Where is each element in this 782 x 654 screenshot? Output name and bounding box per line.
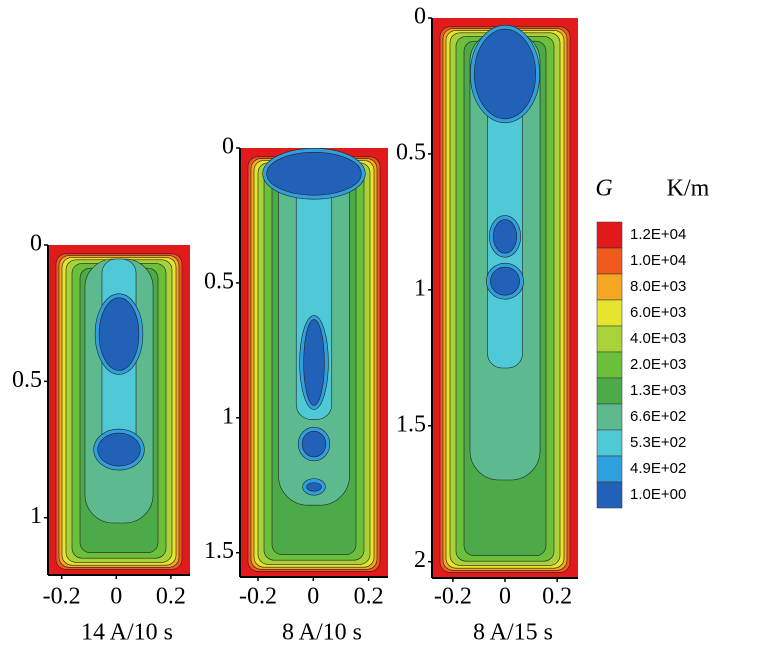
colorbar-label: 4.0E+03 — [630, 330, 686, 347]
colorbar-swatch — [596, 247, 623, 275]
colorbar-swatch — [596, 455, 623, 483]
x-tick-label: 0 — [499, 584, 511, 610]
contour-region — [490, 266, 520, 296]
x-tick-label: -0.2 — [434, 584, 472, 610]
y-tick-label: 0 — [414, 4, 426, 30]
colorbar-label: 1.2E+04 — [630, 226, 686, 243]
contour-region — [97, 432, 141, 467]
x-axis-label: 14 A/10 s — [81, 620, 173, 646]
colorbar-swatch — [596, 299, 623, 327]
y-tick-label: 0.5 — [204, 268, 234, 294]
y-tick-label: 0 — [222, 134, 234, 160]
contour-region — [303, 319, 325, 406]
x-axis-label: 8 A/15 s — [473, 620, 553, 646]
x-axis-label: 8 A/10 s — [282, 620, 362, 646]
colorbar-label: 2.0E+03 — [630, 356, 686, 373]
y-tick-label: 1 — [30, 503, 42, 529]
colorbar-label: 8.0E+03 — [630, 278, 686, 295]
colorbar-swatch — [596, 403, 623, 431]
colorbar-label: 4.9E+02 — [630, 460, 686, 477]
colorbar-swatch — [596, 351, 623, 379]
y-tick-label: 1.5 — [396, 411, 426, 437]
y-tick-label: 1 — [222, 403, 234, 429]
contour-region — [306, 482, 322, 492]
y-tick-label: 0 — [30, 231, 42, 257]
colorbar-swatch — [596, 429, 623, 457]
contour-region — [98, 297, 140, 371]
y-tick-label: 2 — [414, 547, 426, 573]
y-tick-label: 1 — [414, 275, 426, 301]
contour-region — [301, 430, 327, 458]
x-tick-label: 0 — [110, 584, 122, 610]
contour-region — [474, 28, 536, 120]
colorbar-label: 1.0E+00 — [630, 486, 686, 503]
colorbar-swatch — [596, 481, 623, 509]
colorbar-swatch — [596, 221, 623, 249]
colorbar-unit: K/m — [667, 176, 710, 202]
colorbar-swatch — [596, 273, 623, 301]
colorbar-label: 1.0E+04 — [630, 252, 686, 269]
x-tick-label: 0.2 — [542, 584, 572, 610]
x-tick-label: 0.2 — [156, 584, 186, 610]
colorbar-title: G — [595, 176, 612, 202]
x-tick-label: 0.2 — [354, 584, 384, 610]
x-tick-label: 0 — [307, 584, 319, 610]
contour-region — [493, 219, 517, 254]
y-tick-label: 0.5 — [12, 367, 42, 393]
x-tick-label: -0.2 — [239, 584, 277, 610]
colorbar-label: 5.3E+02 — [630, 434, 686, 451]
y-tick-label: 0.5 — [396, 139, 426, 165]
colorbar-label: 6.6E+02 — [630, 408, 686, 425]
colorbar-label: 1.3E+03 — [630, 382, 686, 399]
x-tick-label: -0.2 — [43, 584, 81, 610]
colorbar-swatch — [596, 377, 623, 405]
colorbar-swatch — [596, 325, 623, 353]
contour-region — [266, 151, 362, 196]
colorbar-label: 6.0E+03 — [630, 304, 686, 321]
y-tick-label: 1.5 — [204, 538, 234, 564]
